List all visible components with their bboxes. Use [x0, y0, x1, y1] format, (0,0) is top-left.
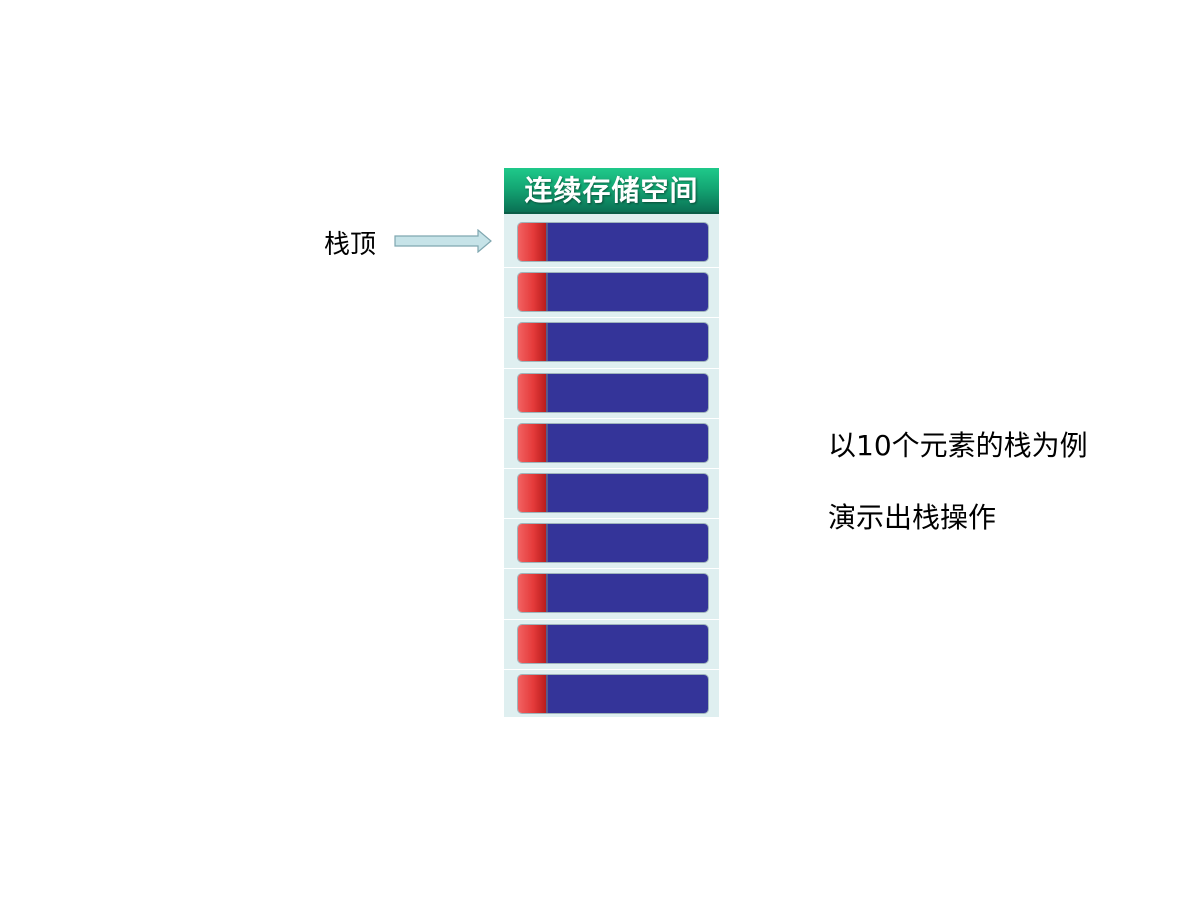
slot-cell — [546, 524, 708, 563]
note-example: 以10个元素的栈为例 — [828, 429, 1088, 462]
note-pop-demo: 演示出栈操作 — [828, 501, 997, 534]
slot-cell — [546, 624, 708, 663]
slot-cell — [546, 423, 708, 462]
stack-header: 连续存储空间 — [504, 168, 719, 214]
slot-separator — [504, 267, 719, 269]
slot-marker — [518, 223, 546, 261]
stack-slot — [518, 223, 708, 261]
slot-cell — [546, 474, 708, 512]
slot-separator — [504, 668, 719, 670]
slot-marker — [518, 624, 546, 663]
stack-slot — [518, 273, 708, 312]
slot-separator — [504, 317, 719, 319]
slot-marker — [518, 323, 546, 362]
slot-marker — [518, 474, 546, 512]
slot-marker — [518, 674, 546, 713]
slot-marker — [518, 373, 546, 412]
slot-separator — [504, 518, 719, 520]
stack-slot — [518, 323, 708, 362]
stack-slot — [518, 674, 708, 713]
stack-slot — [518, 624, 708, 663]
slot-cell — [546, 273, 708, 312]
stack-container: 连续存储空间 — [504, 168, 719, 717]
slot-separator — [504, 468, 719, 469]
slot-cell — [546, 223, 708, 261]
slot-separator — [504, 367, 719, 369]
slot-cell — [546, 574, 708, 613]
slot-separator — [504, 568, 719, 570]
slot-separator — [504, 417, 719, 419]
stack-top-arrow-icon — [394, 229, 492, 253]
stack-slot — [518, 373, 708, 412]
slot-marker — [518, 273, 546, 312]
slot-marker — [518, 524, 546, 563]
stack-slot — [518, 423, 708, 462]
stack-slot — [518, 574, 708, 613]
stack-slot — [518, 474, 708, 512]
stack-top-label: 栈顶 — [324, 230, 377, 260]
slot-marker — [518, 423, 546, 462]
slot-cell — [546, 373, 708, 412]
slot-marker — [518, 574, 546, 613]
slot-cell — [546, 674, 708, 713]
slot-separator — [504, 618, 719, 620]
stack-slot — [518, 524, 708, 563]
slot-cell — [546, 323, 708, 362]
